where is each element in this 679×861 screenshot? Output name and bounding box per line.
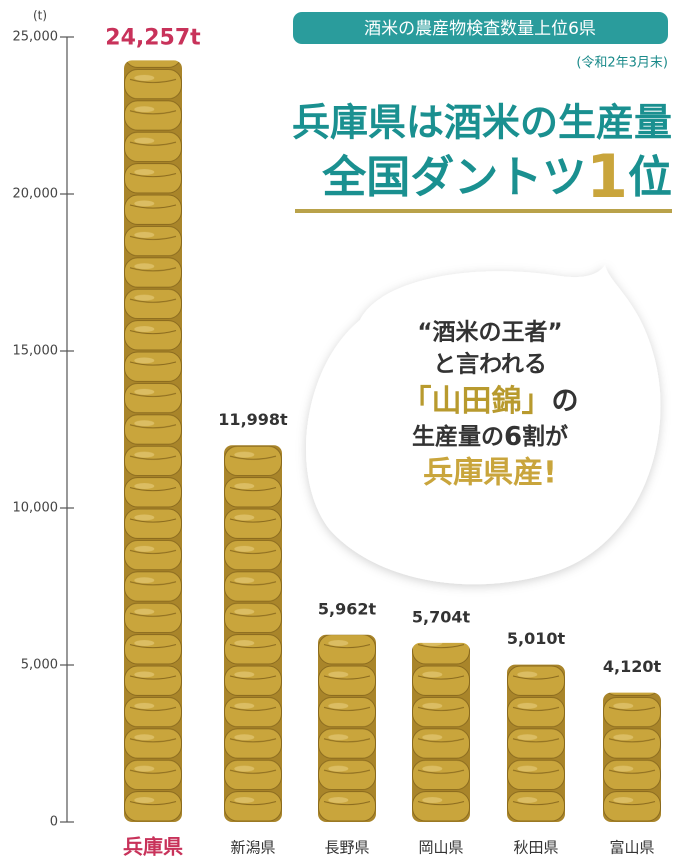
headline-part: 全国ダントツ — [321, 152, 586, 203]
x-tick-label: 兵庫県 — [123, 835, 183, 859]
y-tick-label: 0 — [50, 815, 58, 830]
x-tick-label: 長野県 — [324, 839, 369, 857]
callout-part: の — [552, 386, 579, 417]
headline-rank: 1 — [586, 142, 628, 212]
value-label: 24,257t — [105, 25, 201, 50]
x-tick-label: 新潟県 — [230, 839, 275, 857]
callout-line: 「山田錦」の — [402, 384, 579, 419]
bar — [224, 445, 282, 822]
y-axis-label: (t) — [33, 9, 47, 23]
bar — [507, 664, 565, 822]
y-tick-label: 20,000 — [13, 187, 59, 202]
bar — [412, 642, 470, 822]
callout-line: “酒米の王者” — [417, 320, 562, 346]
headline-part: 位 — [628, 152, 672, 203]
title-box — [293, 12, 668, 44]
value-label: 4,120t — [603, 657, 662, 676]
chart-title: 酒米の農産物検査数量上位6県 — [364, 19, 596, 39]
y-tick-label: 25,000 — [13, 30, 59, 45]
x-tick-label: 秋田県 — [513, 839, 558, 857]
callout-line: と言われる — [433, 351, 547, 378]
y-tick-label: 5,000 — [21, 658, 58, 673]
value-label: 5,010t — [507, 629, 566, 648]
x-tick-label: 富山県 — [609, 839, 654, 857]
bar — [124, 60, 182, 822]
bar — [318, 634, 376, 822]
callout-part: 「山田錦」 — [402, 384, 552, 419]
callout-line: 生産量の6割が — [412, 422, 568, 452]
callout-line: 兵庫県産! — [423, 456, 557, 491]
value-label: 5,962t — [318, 599, 377, 618]
callout-part: 割が — [522, 423, 568, 450]
value-label: 11,998t — [218, 410, 288, 429]
x-tick-label: 岡山県 — [418, 839, 463, 857]
bar — [603, 692, 661, 822]
chart-subtitle: (令和2年3月末) — [576, 56, 668, 71]
y-tick-label: 15,000 — [13, 344, 59, 359]
callout-part: 生産量の — [412, 423, 504, 450]
callout-part: 6 — [504, 422, 522, 452]
y-tick-label: 10,000 — [13, 501, 59, 516]
callout-bubble — [306, 265, 661, 585]
value-label: 5,704t — [412, 607, 471, 626]
headline: 兵庫県は酒米の生産量 — [292, 101, 672, 145]
callout: “酒米の王者” と言われる 「山田錦」の 生産量の6割が 兵庫県産! — [402, 320, 579, 491]
headline: 全国ダントツ1位 — [321, 142, 672, 212]
